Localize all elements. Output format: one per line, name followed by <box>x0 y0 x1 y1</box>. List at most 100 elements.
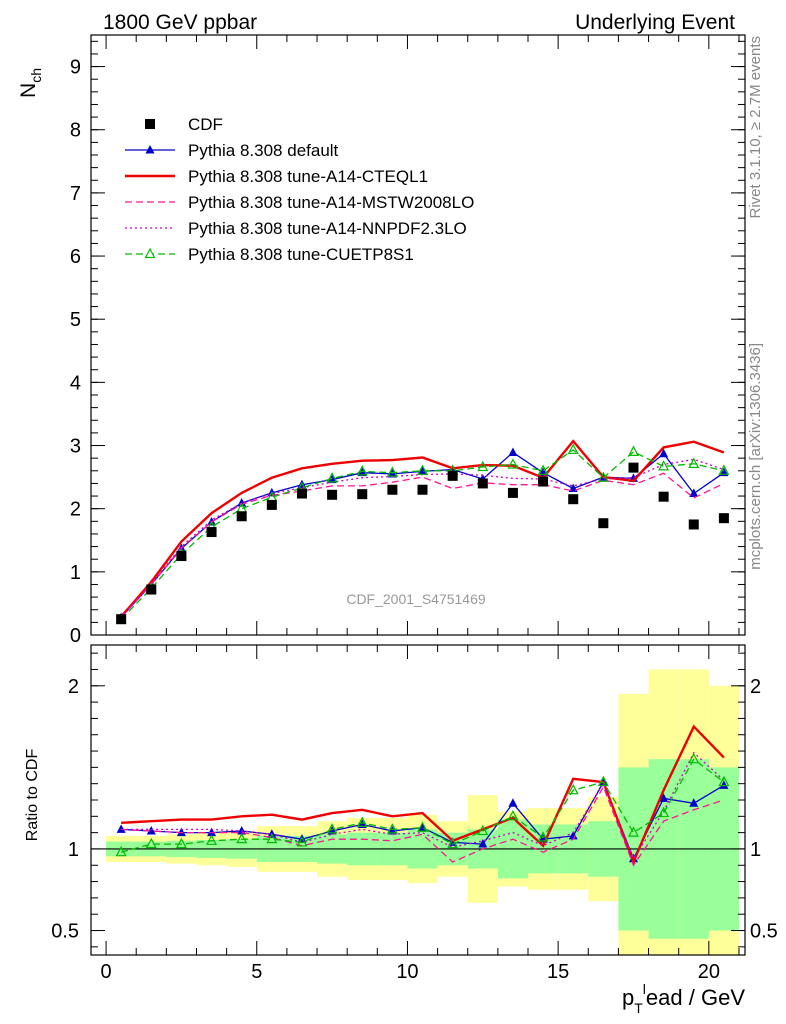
main-series-marker <box>658 460 670 471</box>
ratio-series-marker <box>115 845 127 857</box>
main-y-tick-label: 3 <box>70 436 81 458</box>
ratio-series-marker <box>417 821 429 832</box>
x-tick-label: 20 <box>698 961 720 983</box>
ratio-series-line <box>120 758 725 853</box>
cdf-data-point <box>598 518 609 529</box>
main-series-marker <box>688 457 700 468</box>
ratio-series-marker <box>296 836 308 847</box>
cdf-data-point <box>718 513 729 524</box>
legend-series-marker <box>145 145 155 154</box>
ratio-y-tick-label: 2 <box>68 676 79 698</box>
cdf-data-point <box>568 494 579 505</box>
x-tick-label: 10 <box>396 961 418 983</box>
main-y-tick-label: 2 <box>70 499 81 521</box>
ratio-series-marker <box>266 832 278 844</box>
main-series-marker <box>507 458 519 469</box>
main-y-tick-label: 7 <box>70 183 81 205</box>
main-series-line <box>120 472 725 618</box>
cdf-data-point <box>628 462 639 473</box>
cdf-data-point <box>447 470 458 481</box>
legend-series-marker <box>144 247 156 259</box>
cdf-data-point <box>417 484 428 495</box>
main-series-marker <box>417 464 429 475</box>
main-y-tick-label: 0 <box>70 625 81 647</box>
cdf-data-point <box>538 476 549 487</box>
main-series-marker <box>326 472 338 483</box>
ratio-series-marker <box>568 830 578 840</box>
legend-cdf-marker <box>145 119 155 129</box>
main-y-tick-label: 9 <box>70 57 81 79</box>
ratio-series-marker <box>477 824 489 836</box>
ratio-series-marker <box>478 839 488 848</box>
header-left: 1800 GeV ppbar <box>103 11 257 34</box>
ratio-y-tick-label-right: 1 <box>750 839 761 861</box>
cdf-data-point <box>116 614 127 625</box>
x-axis-label: pTlead / GeV <box>622 981 745 1016</box>
legend-series-label: Pythia 8.308 tune-A14-CTEQL1 <box>188 167 428 186</box>
ratio-series-marker <box>658 806 670 818</box>
main-series-marker <box>567 443 579 455</box>
ratio-series-marker <box>176 827 186 837</box>
ratio-y-label: Ratio to CDF <box>24 749 41 842</box>
main-y-tick-label: 1 <box>70 562 81 584</box>
main-series-marker <box>718 464 730 475</box>
main-series-marker <box>537 464 549 475</box>
cdf-data-point <box>296 488 307 499</box>
main-series-marker <box>477 460 489 472</box>
cdf-data-point <box>146 584 157 595</box>
ratio-series-marker <box>507 810 519 821</box>
ratio-series-marker <box>145 837 157 849</box>
ratio-series-marker <box>597 775 609 787</box>
ratio-series-marker <box>447 837 459 849</box>
ratio-panel: 0 5 10 15 20 0.5 0.5 1 1 2 2 <box>51 644 778 983</box>
legend-series-label: Pythia 8.308 tune-CUETP8S1 <box>188 245 414 264</box>
ratio-series-marker <box>356 816 368 827</box>
watermark: CDF_2001_S4751469 <box>346 591 486 607</box>
ratio-y-tick-label: 1 <box>68 839 79 861</box>
ratio-y-tick-label: 0.5 <box>51 921 79 943</box>
legend: CDF Pythia 8.308 default Pythia 8.308 tune… <box>125 115 474 264</box>
main-series-marker <box>597 471 609 482</box>
ratio-series-marker <box>207 827 217 837</box>
x-tick-label: 5 <box>251 961 262 983</box>
ratio-series-marker <box>386 823 398 834</box>
cdf-data-point <box>236 511 247 522</box>
ratio-series-line <box>121 724 725 866</box>
cdf-data-point <box>507 487 518 498</box>
ratio-series-marker <box>719 780 729 789</box>
ratio-series-marker <box>718 775 730 787</box>
header-right: Underlying Event <box>575 11 735 34</box>
ratio-series-marker <box>326 823 338 834</box>
main-series-marker <box>689 488 699 498</box>
ratio-series-marker <box>627 826 639 837</box>
ratio-series-marker <box>508 798 518 807</box>
cdf-data-point <box>176 551 187 562</box>
main-frame <box>90 34 746 636</box>
main-series-marker <box>418 466 428 475</box>
cdf-data-point <box>658 491 669 502</box>
main-y-tick-label: 8 <box>70 120 81 142</box>
ratio-series-line <box>121 785 725 867</box>
legend-series-label: Pythia 8.308 default <box>188 141 339 160</box>
main-series-marker <box>386 466 398 477</box>
cdf-data-point <box>477 478 488 489</box>
main-series-marker <box>508 447 518 456</box>
legend-series-label: Pythia 8.308 tune-A14-MSTW2008LO <box>188 193 474 212</box>
cdf-data-point <box>387 484 398 495</box>
x-tick-label: 0 <box>101 961 112 983</box>
ratio-series-line <box>121 751 725 861</box>
ratio-series-marker <box>689 798 699 807</box>
ratio-series-marker <box>236 832 248 844</box>
legend-cdf-label: CDF <box>188 115 223 134</box>
main-y-tick-label: 4 <box>70 372 81 394</box>
ratio-y-tick-label-right: 0.5 <box>750 921 778 943</box>
ratio-series-marker <box>146 826 156 835</box>
main-series-marker <box>627 445 639 456</box>
ratio-series-marker <box>116 824 126 833</box>
ratio-series-marker <box>688 752 700 764</box>
cdf-data-point <box>357 489 368 500</box>
ratio-series-marker <box>659 793 669 802</box>
rivet-label: Rivet 3.1.10, ≥ 2.7M events <box>747 36 764 219</box>
ratio-series-marker <box>567 783 579 795</box>
